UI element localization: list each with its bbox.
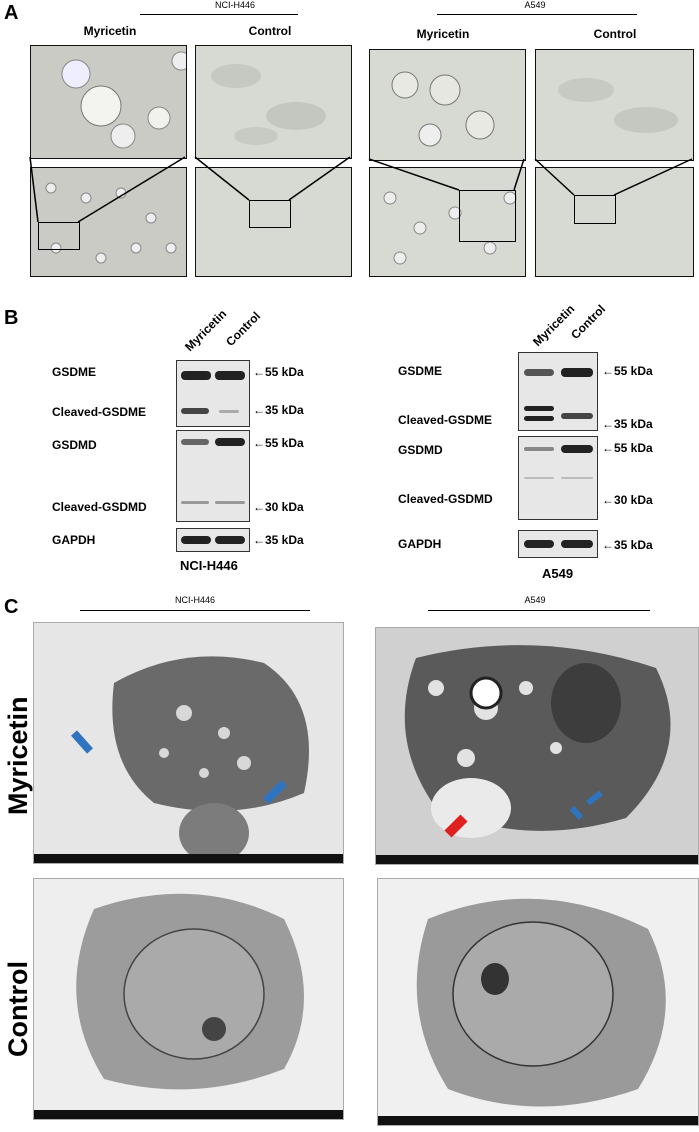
lane-label-h446-myricetin: Myricetin bbox=[182, 306, 230, 354]
zoom-box-a549-control bbox=[574, 195, 616, 224]
marker-a549-cleaved-gsdme-text: 35 kDa bbox=[614, 417, 653, 431]
blot-caption-a549: A549 bbox=[542, 566, 574, 581]
panel-a-left-group-title: NCI-H446 bbox=[214, 0, 255, 10]
panel-b-label: B bbox=[4, 307, 19, 329]
marker-a549-gsdme-text: 55 kDa bbox=[614, 364, 653, 378]
micrograph-a549-control bbox=[535, 167, 694, 277]
panel-c-right-group-line bbox=[428, 610, 650, 611]
marker-h446-cleaved-gsdme-text: 35 kDa bbox=[265, 403, 304, 417]
marker-h446-cleaved-gsdmd: ←30 kDa bbox=[253, 500, 304, 514]
marker-a549-cleaved-gsdmd: ←30 kDa bbox=[602, 493, 653, 507]
tem-a549-control bbox=[377, 878, 699, 1126]
panel-a-right-group-title: A549 bbox=[524, 0, 546, 10]
panel-a-right-group-line bbox=[437, 14, 637, 15]
blot-h446-gsdmd bbox=[176, 430, 250, 522]
row-label-a549-gsdmd: GSDMD bbox=[398, 443, 443, 457]
panel-a-label: A bbox=[4, 2, 19, 24]
marker-a549-gapdh: ←35 kDa bbox=[602, 538, 653, 552]
zoom-box-h446-myricetin bbox=[38, 222, 80, 250]
marker-h446-gapdh-text: 35 kDa bbox=[265, 533, 304, 547]
row-label-h446-gapdh: GAPDH bbox=[52, 533, 96, 547]
micrograph-a549-myricetin-zoom bbox=[369, 49, 526, 161]
micrograph-h446-control-zoom bbox=[195, 45, 352, 159]
panel-a-right-cond-1: Myricetin bbox=[416, 27, 470, 41]
micrograph-h446-myricetin-zoom bbox=[30, 45, 187, 159]
marker-a549-gsdme: ←55 kDa bbox=[602, 364, 653, 378]
lane-label-a549-myricetin: Myricetin bbox=[530, 301, 578, 349]
panel-a-left-group-line bbox=[140, 14, 298, 15]
row-label-h446-cleaved-gsdmd: Cleaved-GSDMD bbox=[52, 500, 147, 514]
blot-caption-h446: NCI-H446 bbox=[180, 558, 238, 573]
panel-c-right-group-title: A549 bbox=[524, 595, 546, 605]
zoom-connector-lines bbox=[29, 156, 693, 223]
marker-a549-gsdmd-text: 55 kDa bbox=[614, 441, 653, 455]
row-label-h446-gsdme: GSDME bbox=[52, 365, 97, 379]
blot-a549-gsdmd bbox=[518, 436, 598, 520]
blot-a549-gapdh bbox=[518, 530, 598, 558]
marker-h446-cleaved-gsdmd-text: 30 kDa bbox=[265, 500, 304, 514]
row-label-a549-cleaved-gsdme: Cleaved-GSDME bbox=[398, 413, 493, 427]
panel-a-right-cond-2: Control bbox=[593, 27, 637, 41]
marker-h446-gsdmd-text: 55 kDa bbox=[265, 436, 304, 450]
marker-h446-gsdme-text: 55 kDa bbox=[265, 365, 304, 379]
marker-h446-cleaved-gsdme: ←35 kDa bbox=[253, 403, 304, 417]
row-label-control: Control bbox=[3, 961, 33, 1057]
row-label-myricetin: Myricetin bbox=[3, 696, 33, 815]
panel-c-left-group-line bbox=[80, 610, 310, 611]
tem-a549-myricetin bbox=[375, 627, 699, 865]
marker-a549-cleaved-gsdmd-text: 30 kDa bbox=[614, 493, 653, 507]
lane-label-h446-control: Control bbox=[223, 308, 264, 349]
row-label-h446-gsdmd: GSDMD bbox=[52, 438, 97, 452]
blot-h446-gapdh bbox=[176, 528, 250, 552]
tem-h446-myricetin bbox=[33, 622, 344, 864]
zoom-box-a549-myricetin bbox=[459, 190, 516, 242]
zoom-box-h446-control bbox=[249, 200, 291, 228]
row-label-h446-cleaved-gsdme: Cleaved-GSDME bbox=[52, 405, 147, 419]
row-label-a549-gsdme: GSDME bbox=[398, 364, 443, 378]
panel-a-left-cond-1: Myricetin bbox=[83, 24, 137, 38]
marker-h446-gsdme: ←55 kDa bbox=[253, 365, 304, 379]
marker-a549-cleaved-gsdme: ←35 kDa bbox=[602, 417, 653, 431]
marker-h446-gsdmd: ←55 kDa bbox=[253, 436, 304, 450]
micrograph-a549-control-zoom bbox=[535, 49, 694, 161]
marker-h446-gapdh: ←35 kDa bbox=[253, 533, 304, 547]
blot-h446-gsdme bbox=[176, 360, 250, 427]
micrograph-h446-control bbox=[195, 167, 352, 277]
panel-c-left-group-title: NCI-H446 bbox=[174, 595, 215, 605]
panel-c-label: C bbox=[4, 596, 19, 618]
row-label-a549-gapdh: GAPDH bbox=[398, 537, 442, 551]
tem-h446-control bbox=[33, 878, 344, 1120]
marker-a549-gapdh-text: 35 kDa bbox=[614, 538, 653, 552]
marker-a549-gsdmd: ←55 kDa bbox=[602, 441, 653, 455]
row-label-a549-cleaved-gsdmd: Cleaved-GSDMD bbox=[398, 492, 493, 506]
blot-a549-gsdme bbox=[518, 352, 598, 431]
panel-a-left-cond-2: Control bbox=[248, 24, 292, 38]
